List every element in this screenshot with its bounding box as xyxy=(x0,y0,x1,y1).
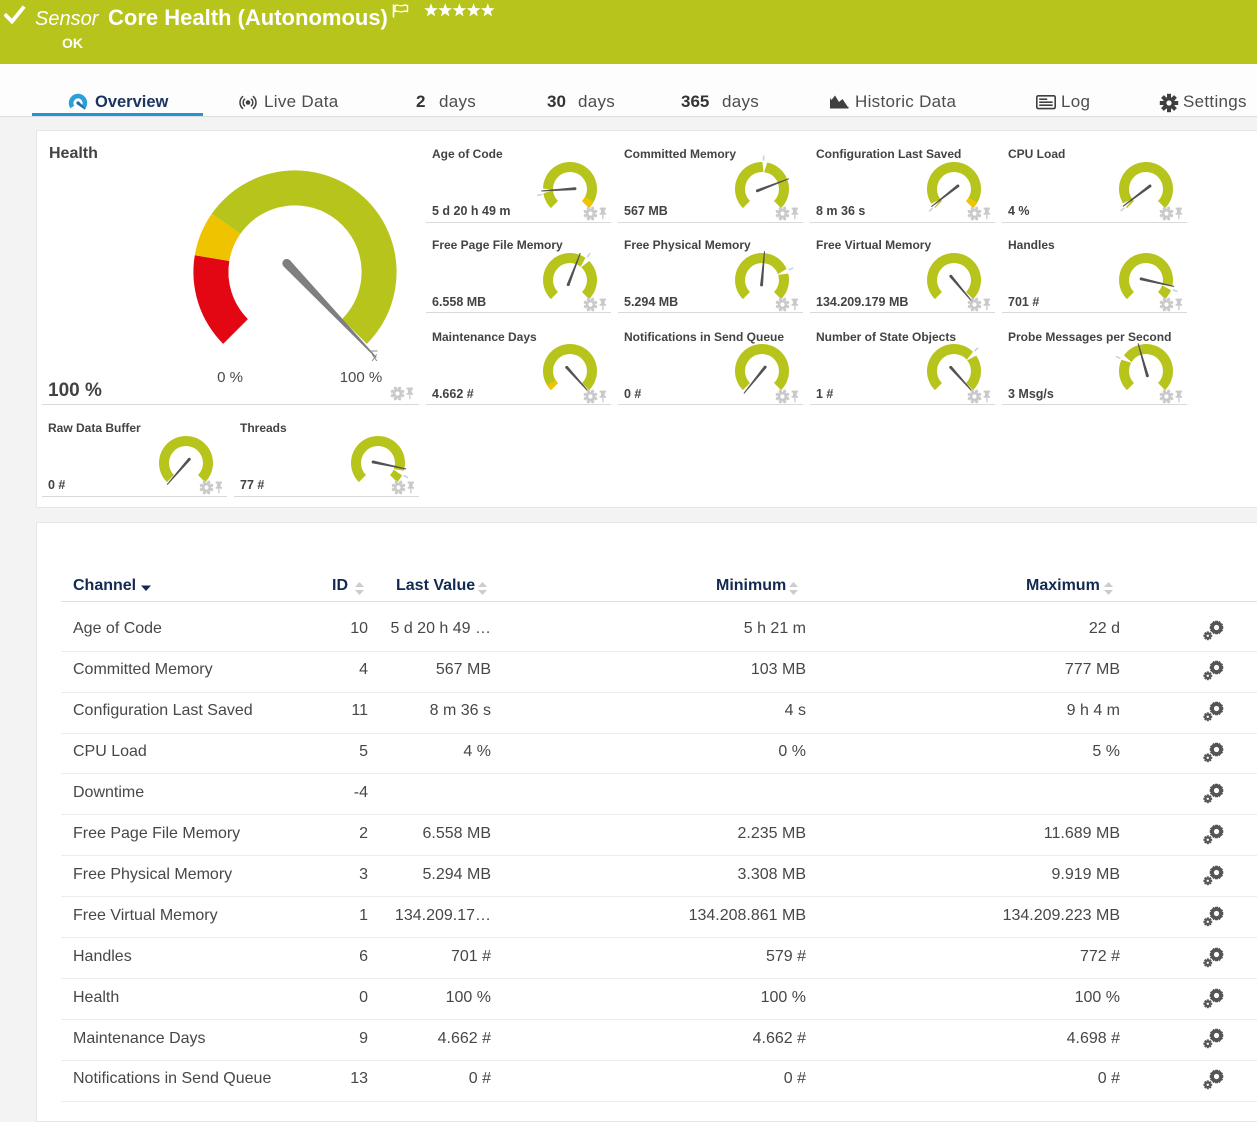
svg-text:x: x xyxy=(371,350,377,364)
